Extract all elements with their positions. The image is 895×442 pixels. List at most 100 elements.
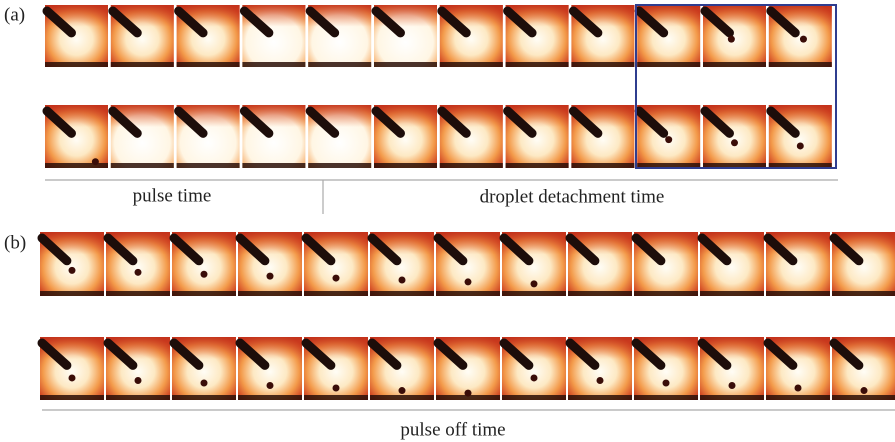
frame	[700, 232, 764, 296]
frame-bottom	[242, 62, 305, 67]
frame	[177, 105, 240, 168]
frame-bottom	[502, 291, 566, 296]
frame-bottom	[502, 395, 566, 400]
frame	[172, 232, 236, 296]
frame	[106, 232, 170, 296]
droplet	[531, 374, 538, 381]
frame-bottom	[172, 291, 236, 296]
frame-bottom	[40, 395, 104, 400]
frame	[703, 5, 766, 67]
frame-bottom	[238, 395, 302, 400]
frame	[106, 337, 170, 400]
frame	[637, 105, 700, 168]
frame-bottom	[40, 291, 104, 296]
droplet	[597, 377, 604, 384]
frame-bottom	[700, 395, 764, 400]
frame-bottom	[308, 163, 371, 168]
frame	[506, 105, 569, 168]
frame	[370, 232, 434, 296]
frame-bottom	[374, 62, 437, 67]
droplet	[729, 382, 736, 389]
frame	[308, 5, 371, 67]
droplet	[333, 275, 340, 282]
frame-bottom	[766, 291, 830, 296]
frame-bottom	[370, 291, 434, 296]
frame-bottom	[172, 395, 236, 400]
frame-bottom	[111, 163, 174, 168]
frame-bottom	[308, 62, 371, 67]
frame-bottom	[238, 291, 302, 296]
droplet	[135, 269, 142, 276]
frame	[374, 5, 437, 67]
frame-bottom	[45, 163, 108, 168]
droplet	[728, 36, 735, 43]
droplet	[663, 379, 670, 386]
frame	[45, 105, 108, 168]
droplet	[201, 271, 208, 278]
frame-bottom	[304, 291, 368, 296]
frame	[374, 105, 437, 168]
droplet	[201, 379, 208, 386]
frame-bottom	[177, 62, 240, 67]
frame	[571, 105, 634, 168]
frame-bottom	[106, 291, 170, 296]
frame	[436, 232, 500, 296]
panel-label: (b)	[4, 232, 26, 253]
panel-label: (a)	[4, 4, 25, 25]
frame	[703, 105, 766, 168]
frame-bottom	[177, 163, 240, 168]
frame-bottom	[571, 163, 634, 168]
frame-bottom	[506, 163, 569, 168]
frame	[172, 337, 236, 400]
frame-bottom	[703, 62, 766, 67]
droplet	[267, 273, 274, 280]
frame	[700, 337, 764, 400]
frame	[769, 105, 832, 168]
frame	[308, 105, 371, 168]
droplet	[267, 382, 274, 389]
frame	[634, 232, 698, 296]
frame-bottom	[832, 395, 895, 400]
figure: (a) pulse time droplet detachment time (…	[0, 0, 895, 442]
frame	[769, 5, 832, 67]
droplet	[800, 36, 807, 43]
frame-bottom	[506, 62, 569, 67]
frame-bottom	[242, 163, 305, 168]
droplet	[531, 280, 538, 287]
frame	[40, 232, 104, 296]
droplet	[731, 139, 738, 146]
frame	[766, 337, 830, 400]
frame-bottom	[568, 291, 632, 296]
frame-bottom	[571, 62, 634, 67]
frame	[568, 337, 632, 400]
frame	[45, 5, 108, 67]
droplet	[795, 385, 802, 392]
droplet	[465, 278, 472, 285]
frame	[440, 5, 503, 67]
frame-bottom	[440, 62, 503, 67]
frame-bottom	[45, 62, 108, 67]
droplet	[333, 385, 340, 392]
droplet	[92, 158, 99, 165]
frame	[506, 5, 569, 67]
droplet	[399, 277, 406, 284]
frame-bottom	[568, 395, 632, 400]
frame-bottom	[637, 62, 700, 67]
frame	[440, 105, 503, 168]
frame	[238, 337, 302, 400]
frame-bottom	[436, 291, 500, 296]
frame-bottom	[106, 395, 170, 400]
frame	[177, 5, 240, 67]
frame-bottom	[832, 291, 895, 296]
frame-bottom	[700, 291, 764, 296]
caption: droplet detachment time	[480, 186, 665, 207]
frame-bottom	[766, 395, 830, 400]
droplet	[69, 374, 76, 381]
droplet	[69, 267, 76, 274]
frame	[111, 105, 174, 168]
frame	[242, 105, 305, 168]
frame	[304, 337, 368, 400]
caption: pulse time	[133, 185, 212, 206]
droplet	[399, 387, 406, 394]
droplet	[465, 390, 472, 397]
